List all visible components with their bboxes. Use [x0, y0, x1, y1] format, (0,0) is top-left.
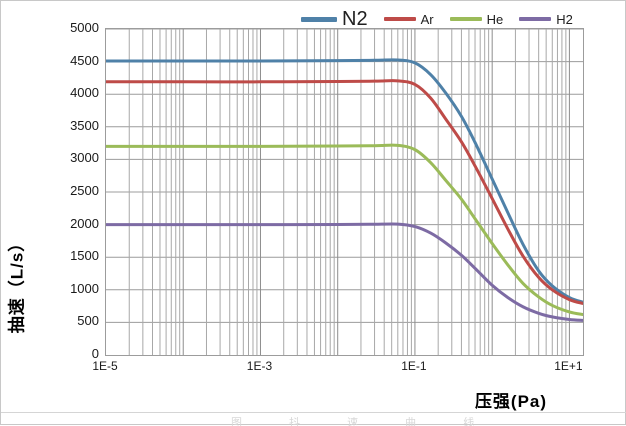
legend-label-n2: N2 [342, 8, 368, 30]
series-line-n2[interactable] [106, 58, 583, 304]
y-axis-title-wrapper: 抽速（L/s） [1, 121, 41, 334]
chart-legend: N2 Ar He H2 [301, 7, 621, 31]
y-axis-title: 抽速（L/s） [7, 233, 27, 334]
footer-caption: 图 抖 速 曲 线 [231, 417, 497, 426]
y-tick-1000: 1000 [70, 280, 99, 296]
legend-item-h2[interactable]: H2 [519, 13, 573, 26]
y-tick-4000: 4000 [70, 85, 99, 101]
legend-item-n2[interactable]: N2 [301, 9, 368, 29]
legend-label-he: He [486, 11, 504, 27]
x-tick-1E-5: 1E-5 [92, 359, 118, 373]
legend-item-he[interactable]: He [449, 11, 504, 27]
bottom-divider [1, 412, 626, 413]
x-axis-title: 压强(Pa) [474, 392, 548, 411]
y-tick-5000: 5000 [70, 20, 99, 35]
series-line-h2[interactable] [106, 222, 583, 322]
legend-label-ar: Ar [420, 11, 434, 27]
x-axis-tick-labels: 1E-5 1E-3 1E-1 1E+1 [92, 359, 584, 379]
y-tick-4500: 4500 [70, 52, 99, 68]
series-line-he[interactable] [106, 143, 583, 317]
series-line-ar[interactable] [106, 79, 583, 305]
x-tick-1E-3: 1E-3 [246, 359, 273, 373]
legend-swatch-ar [383, 17, 416, 21]
footer-sliver: 图 抖 速 曲 线 [1, 417, 626, 426]
y-tick-0: 0 [91, 346, 99, 361]
y-tick-3000: 3000 [70, 150, 99, 166]
y-tick-2000: 2000 [70, 215, 99, 231]
legend-swatch-n2 [301, 16, 337, 22]
legend-label-h2: H2 [556, 11, 573, 27]
y-tick-500: 500 [77, 313, 99, 329]
legend-item-ar[interactable]: Ar [383, 11, 434, 27]
x-tick-1E-1: 1E-1 [401, 359, 427, 373]
x-tick-1E+1: 1E+1 [554, 359, 583, 373]
y-axis-tick-labels: 5000 4500 4000 3500 3000 2500 2000 1500 1000 500 0 [49, 20, 99, 361]
y-tick-1500: 1500 [70, 248, 99, 264]
plot-svg [106, 29, 583, 355]
plot-area [105, 28, 584, 356]
y-tick-2500: 2500 [70, 183, 99, 198]
y-tick-3500: 3500 [70, 117, 99, 133]
legend-swatch-h2 [519, 17, 552, 21]
legend-swatch-he [449, 17, 482, 21]
